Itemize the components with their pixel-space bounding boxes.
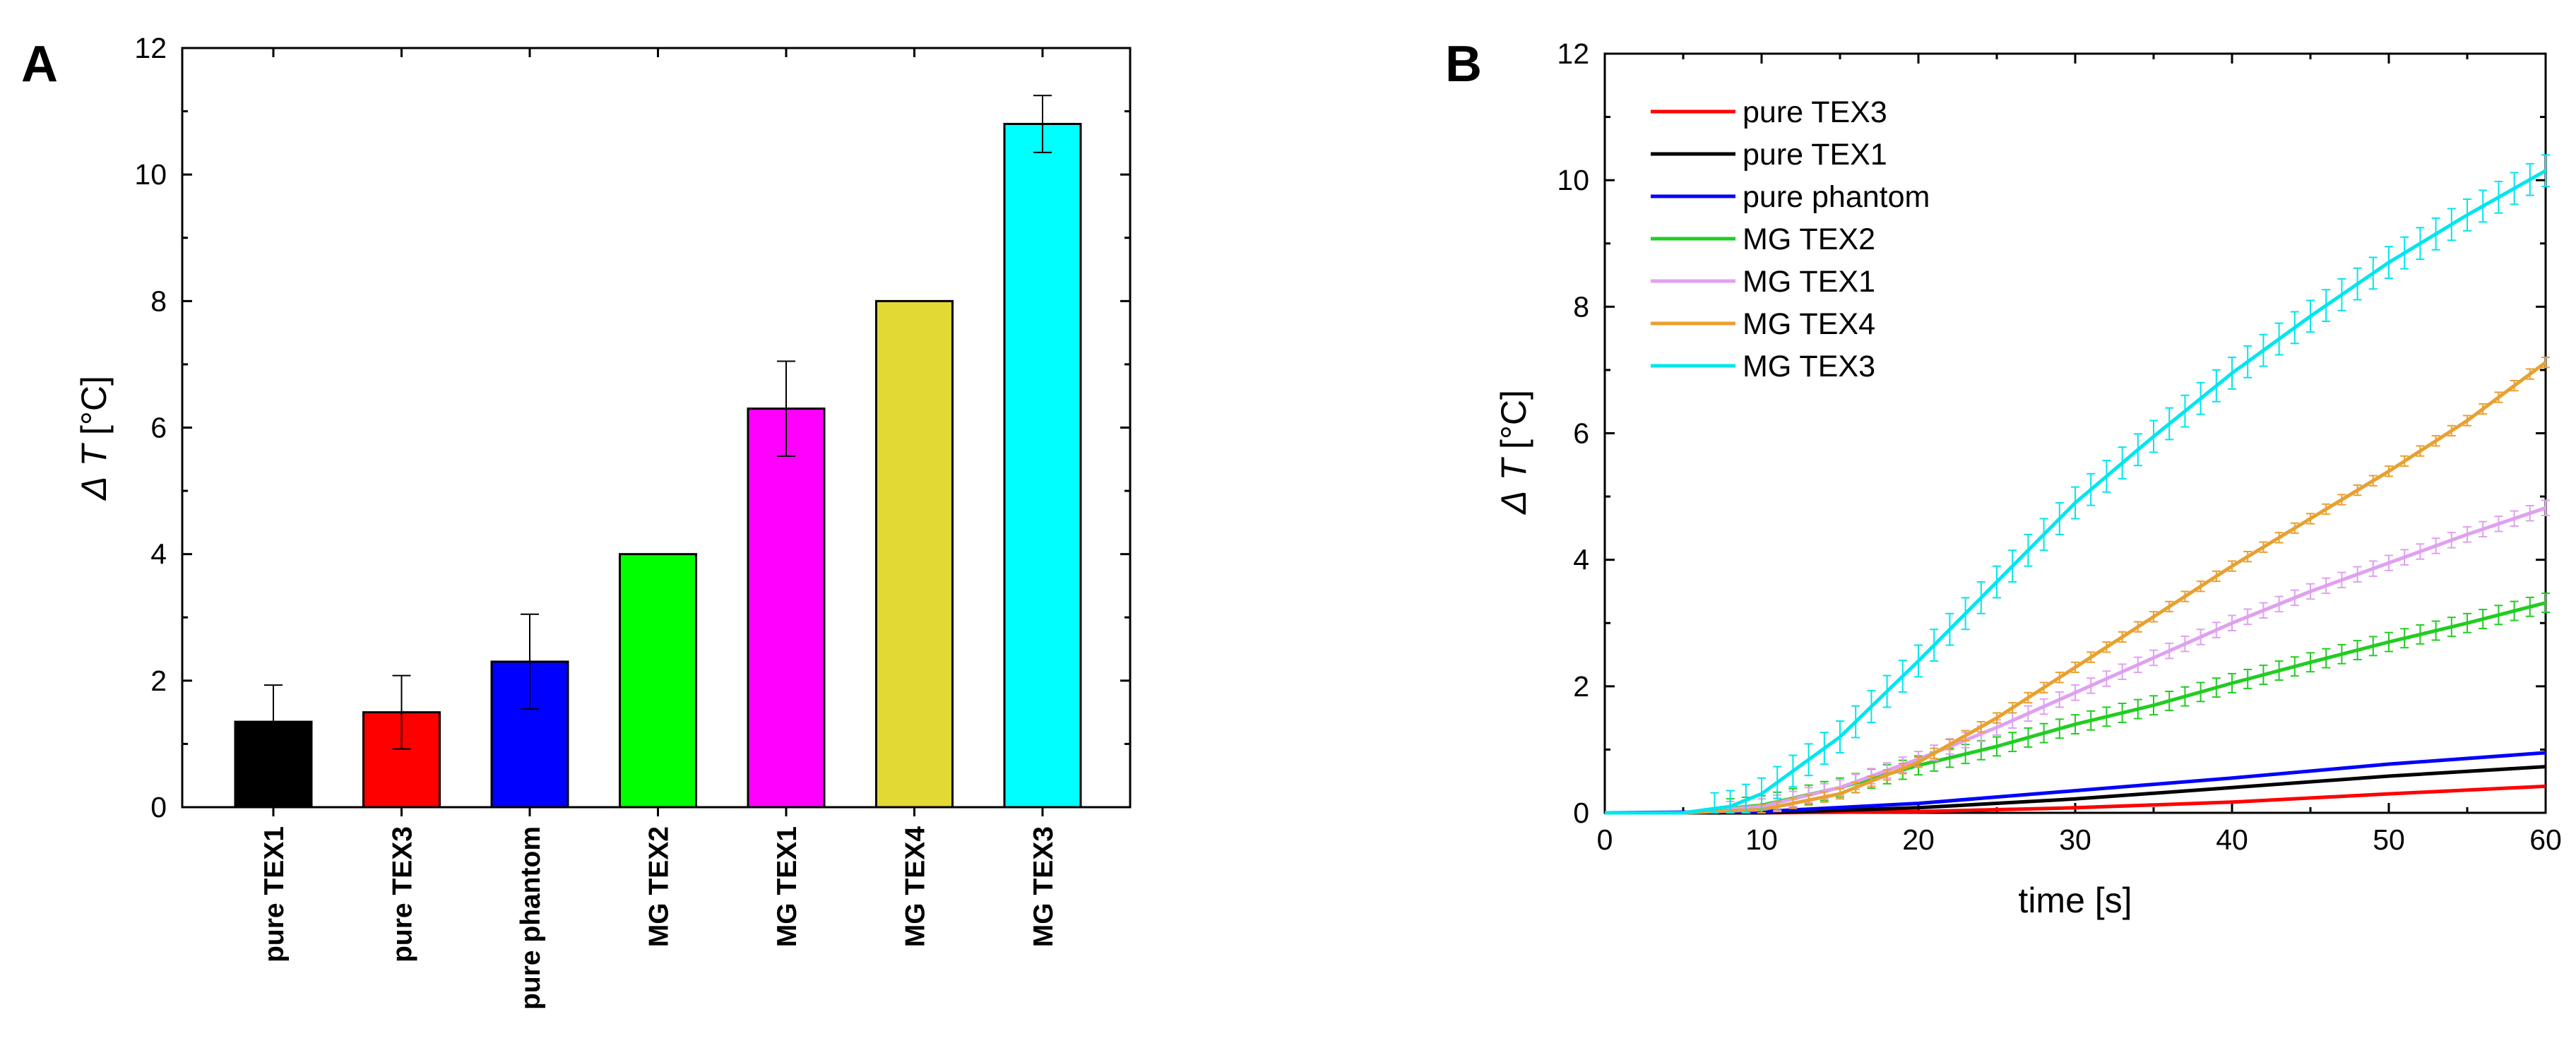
panel-a-y-tick-label: 12 <box>134 32 167 64</box>
panel-a-label: A <box>21 36 58 93</box>
legend-label-pure-phantom: pure phantom <box>1743 180 1930 214</box>
panel-b-y-tick-label: 4 <box>1573 544 1589 576</box>
category-label: MG TEX4 <box>901 826 931 948</box>
panel-b-x-tick-label: 60 <box>2529 823 2562 856</box>
bar-mg-tex3 <box>1003 123 1082 809</box>
panel-a-y-tick-label: 0 <box>150 791 167 823</box>
panel-b-x-tick-label: 10 <box>1745 823 1778 856</box>
panel-a-y-axis-title: Δ T [°C] <box>74 376 114 501</box>
legend-label-pure-tex1: pure TEX1 <box>1743 138 1887 172</box>
legend-label-mg-tex3: MG TEX3 <box>1743 350 1875 383</box>
category-label: MG TEX2 <box>644 826 675 947</box>
category-label: pure TEX1 <box>259 826 290 963</box>
panel-b-x-tick-label: 30 <box>2059 823 2091 856</box>
panel-b-line-chart: B Δ T [°C] time [s] 0 2 4 6 8 10 12 0 10 20 30 40 50… <box>1445 36 2562 920</box>
panel-b-y-tick-label: 12 <box>1557 37 1589 70</box>
category-label: MG TEX1 <box>772 826 802 947</box>
panel-a-y-tick-label: 2 <box>150 665 167 697</box>
legend-label-mg-tex1: MG TEX1 <box>1743 265 1875 299</box>
series-line-mg-tex4 <box>1605 361 2547 815</box>
bar-mg-tex4 <box>875 299 954 809</box>
panel-a-bar-chart: A Δ T [°C] 0 2 4 6 8 10 12 pure TEX1 pure TEX3 pu… <box>21 32 1132 1010</box>
legend-label-mg-tex2: MG TEX2 <box>1743 222 1875 256</box>
panel-b-y-tick-label: 8 <box>1573 290 1589 323</box>
panel-a-y-tick-label: 4 <box>150 538 167 571</box>
panel-b-y-tick-label: 10 <box>1557 164 1589 196</box>
panel-b-x-tick-label: 0 <box>1597 823 1613 856</box>
panel-b-label: B <box>1445 36 1482 93</box>
panel-a-y-tick-label: 10 <box>134 158 167 191</box>
bar-mg-tex1 <box>747 407 826 809</box>
category-label: pure phantom <box>516 826 546 1010</box>
series-line-mg-tex3 <box>1605 169 2547 815</box>
panel-a-y-tick-label: 8 <box>150 285 167 317</box>
category-label: MG TEX3 <box>1028 826 1059 947</box>
panel-b-x-tick-label: 20 <box>1902 823 1935 856</box>
bar-mg-tex2 <box>619 553 697 809</box>
panel-a-y-tick-label: 6 <box>150 412 167 444</box>
panel-b-y-tick-label: 2 <box>1573 670 1589 703</box>
panel-b-x-tick-label: 40 <box>2216 823 2248 856</box>
panel-b-x-axis-title: time [s] <box>2018 881 2132 920</box>
legend-label-mg-tex4: MG TEX4 <box>1743 307 1875 341</box>
panel-b-y-axis-title: Δ T [°C] <box>1494 390 1533 515</box>
legend-label-pure-tex3: pure TEX3 <box>1743 95 1887 129</box>
panel-b-y-tick-label: 6 <box>1573 417 1589 450</box>
panel-b-x-tick-label: 50 <box>2373 823 2405 856</box>
panel-b-y-tick-label: 0 <box>1573 797 1589 829</box>
category-label: pure TEX3 <box>388 826 418 963</box>
